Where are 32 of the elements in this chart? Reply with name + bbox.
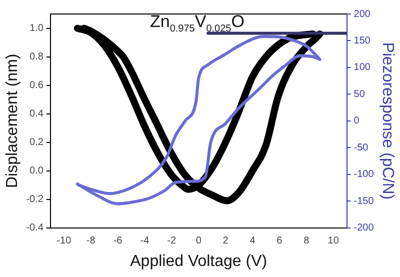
y-tick-label: -0.2 [26,194,44,206]
y2-tick-label: -200 [354,222,374,234]
y2-tick-label: 200 [354,8,371,20]
y2-axis-title: Piezoresponse (pC/N) [378,42,396,200]
y2-tick-label: -50 [354,142,369,154]
y-tick-label: 0.6 [30,80,44,92]
x-tick-label: -4 [140,236,150,247]
x-axis-title: Applied Voltage (V) [130,252,268,270]
x-tick-label: -2 [167,236,177,247]
y-tick-label: 1.0 [30,23,44,34]
y2-tick-label: 150 [354,35,371,46]
x-tick-label: 0 [196,236,202,247]
x-tick-label: 10 [328,236,340,247]
y2-tick-label: -150 [354,196,374,207]
y-tick-label: 0.2 [30,137,44,148]
y-tick-label: 0.0 [30,166,44,177]
x-tick-label: 6 [276,236,283,247]
y2-tick-label: 0 [354,116,360,127]
x-tick-label: 8 [304,236,310,247]
x-tick-label: -8 [86,236,96,247]
y-tick-label: -0.4 [26,222,44,234]
y2-tick-label: 100 [354,62,371,74]
x-tick-label: -10 [56,236,72,247]
y2-tick-label: 50 [354,88,366,100]
annotation: Zn$_{0.975}$V$_{0.025}$O [150,12,244,34]
y-axis-title: Displacement (nm) [4,54,22,188]
x-tick-label: 2 [222,236,229,247]
y-tick-label: 0.8 [30,52,44,63]
x-tick-label: -6 [113,236,123,247]
y2-tick-label: -100 [354,169,374,180]
x-tick-label: 4 [250,236,256,247]
y-tick-label: 0.4 [30,108,44,120]
